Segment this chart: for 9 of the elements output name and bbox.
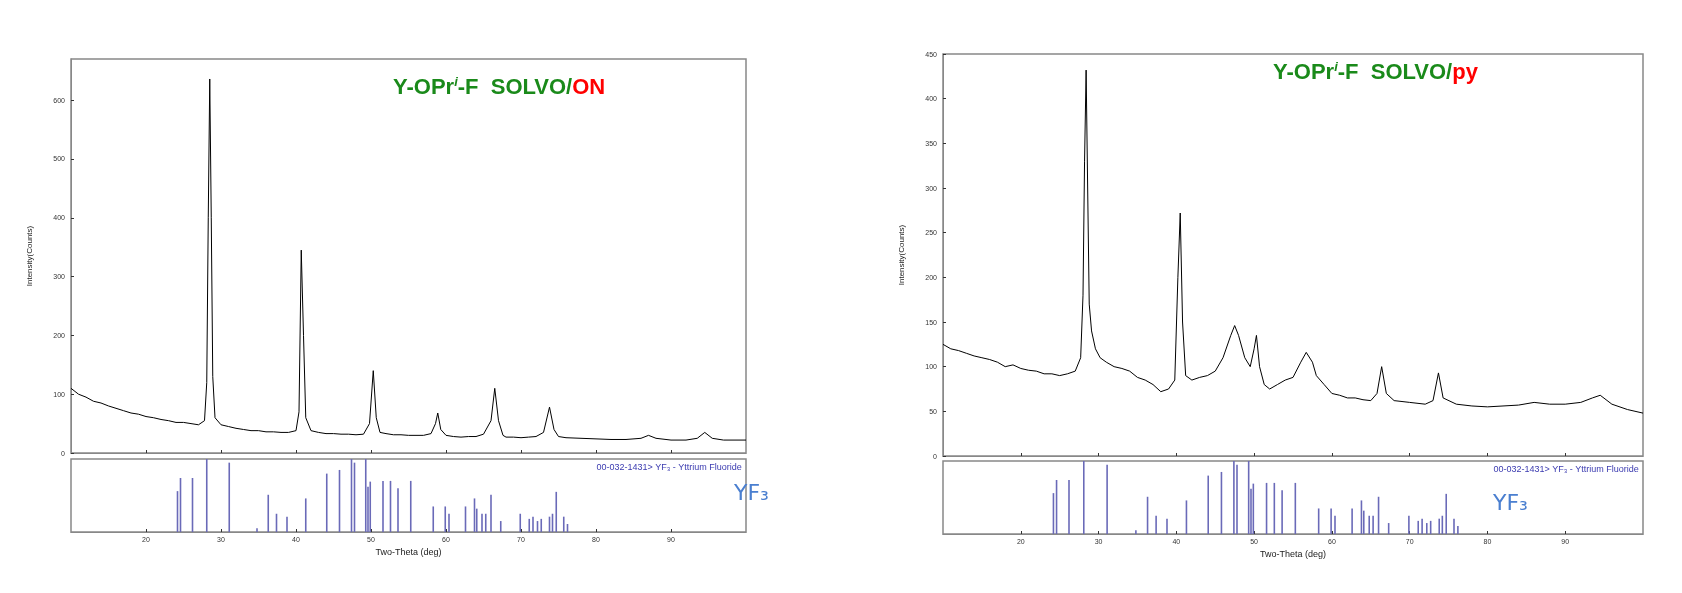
line-series (70, 78, 747, 441)
x-axis-title: Two-Theta (deg) (1259, 549, 1327, 560)
y-axis-title: Intensity(Counts) (24, 225, 34, 287)
annotation: YF₃ (733, 479, 769, 505)
annotation: 00-032-1431> YF₃ - Yttrium Fluoride (1493, 463, 1639, 474)
y-axis-title: Intensity(Counts) (896, 224, 906, 286)
annotation: 00-032-1431> YF₃ - Yttrium Fluoride (596, 461, 742, 472)
x-axis-title: Two-Theta (deg) (375, 547, 442, 558)
annotation: YF₃ (1492, 489, 1528, 515)
